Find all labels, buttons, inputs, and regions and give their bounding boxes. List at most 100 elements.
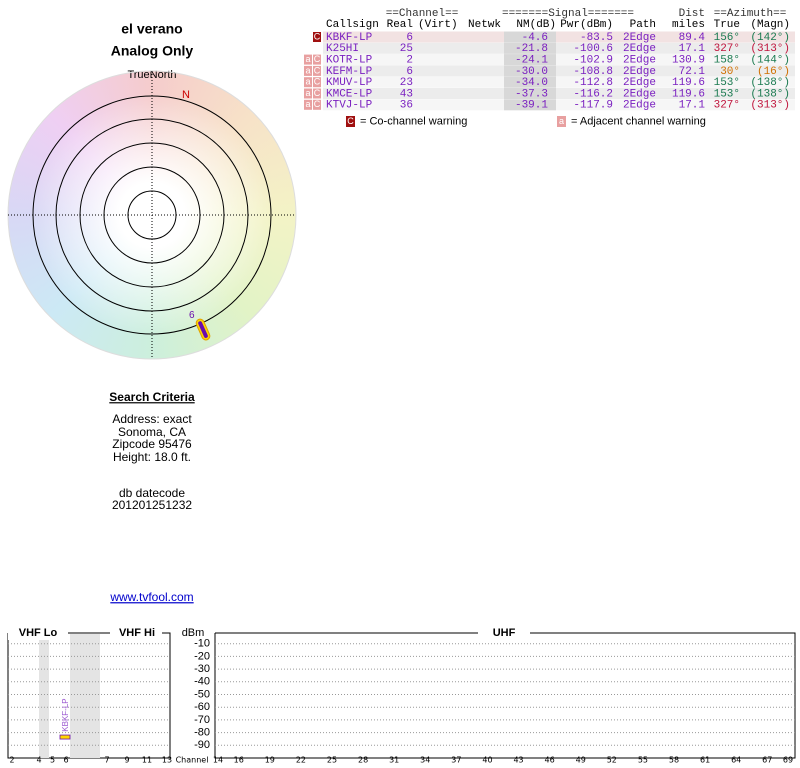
- channel-label: 34: [420, 756, 430, 765]
- cell-nm: -30.0: [515, 66, 548, 78]
- datecode-label: db datecode: [119, 486, 185, 500]
- label-bg: [8, 626, 68, 640]
- channel-label: 11: [142, 756, 152, 765]
- vhf-lo-label: VHF Lo: [19, 627, 58, 639]
- channel-label: 67: [762, 756, 772, 765]
- criteria-line: Height: 18.0 ft.: [113, 450, 191, 464]
- warning-icon: a: [305, 77, 310, 87]
- cell-dist: 119.6: [672, 77, 705, 89]
- cell-dist: 130.9: [672, 55, 705, 67]
- cell-nm: -21.8: [515, 43, 548, 55]
- channel-label: 49: [576, 756, 586, 765]
- warning-icon: a: [305, 88, 310, 98]
- warning-icon-bg: [304, 88, 312, 99]
- row-bg: [323, 76, 795, 88]
- warning-icon-bg: [304, 65, 312, 76]
- channel-label: 52: [607, 756, 617, 765]
- criteria-title: Search Criteria: [109, 390, 195, 404]
- row-bg: [323, 99, 795, 111]
- channel-label: 22: [296, 756, 306, 765]
- channel-label: 64: [731, 756, 741, 765]
- warning-icon-bg: [304, 77, 312, 88]
- channel-label: 25: [327, 756, 337, 765]
- warning-icon: C: [314, 99, 321, 109]
- y-tick-label: -60: [194, 701, 210, 713]
- adj-icon: a: [559, 116, 564, 126]
- cell-magn: (16°): [757, 66, 790, 78]
- column-header: Callsign: [326, 19, 379, 31]
- cell-magn: (138°): [750, 88, 790, 100]
- warning-icon-bg: [313, 88, 321, 99]
- cell-path: 2Edge: [623, 100, 656, 112]
- uhf-label: UHF: [493, 627, 516, 639]
- cell-pwr: -116.2: [573, 88, 613, 100]
- cell-magn: (313°): [750, 43, 790, 55]
- co-text: = Co-channel warning: [360, 115, 467, 127]
- cell-true: 158°: [714, 55, 740, 67]
- cell-true: 327°: [714, 100, 740, 112]
- channel-label: 55: [638, 756, 648, 765]
- cell-real: 36: [400, 100, 413, 112]
- column-header: (Magn): [750, 19, 790, 31]
- cell-callsign: KOTR-LP: [326, 55, 373, 67]
- station-marker-core: [198, 321, 208, 338]
- cell-path: 2Edge: [623, 32, 656, 44]
- channel-label: 31: [389, 756, 399, 765]
- co-icon: C: [347, 116, 354, 126]
- criteria-line: Zipcode 95476: [112, 437, 192, 451]
- y-tick-label: -30: [194, 663, 210, 675]
- adj-icon-bg: [557, 116, 566, 127]
- nm-bg: [504, 31, 556, 43]
- y-tick-label: -10: [194, 638, 210, 650]
- column-header: Pwr(dBm): [560, 19, 613, 31]
- cell-pwr: -117.9: [573, 100, 613, 112]
- cell-dist: 89.4: [679, 32, 706, 44]
- nm-bg: [504, 42, 556, 54]
- cell-magn: (142°): [750, 32, 790, 44]
- channel-label: 13: [162, 756, 172, 765]
- adj-text: = Adjacent channel warning: [571, 115, 706, 127]
- cell-callsign: KTVJ-LP: [326, 100, 373, 112]
- y-tick-label: -80: [194, 727, 210, 739]
- warning-icon-bg: [313, 65, 321, 76]
- warning-icon-bg: [313, 77, 321, 88]
- cell-path: 2Edge: [623, 88, 656, 100]
- channel-label: 5: [50, 756, 55, 765]
- y-tick-label: -70: [194, 714, 210, 726]
- cell-nm: -24.1: [515, 55, 548, 67]
- vhf-hi-label: VHF Hi: [119, 627, 155, 639]
- title: el verano: [121, 21, 182, 37]
- nm-bg: [504, 88, 556, 99]
- cell-magn: (144°): [750, 55, 790, 67]
- cell-real: 6: [406, 66, 413, 78]
- cell-path: 2Edge: [623, 66, 656, 78]
- channel-label: 43: [513, 756, 523, 765]
- cell-nm: -37.3: [515, 88, 548, 100]
- cell-path: 2Edge: [623, 43, 656, 55]
- warning-icon: a: [305, 54, 310, 64]
- nm-bg: [504, 76, 556, 88]
- cell-true: 156°: [714, 32, 740, 44]
- y-tick-label: -40: [194, 676, 210, 688]
- channel-label: 4: [36, 756, 41, 765]
- row-bg: [323, 42, 795, 54]
- group-header: ==Channel==: [386, 8, 459, 20]
- channel-label: 19: [265, 756, 275, 765]
- row-bg: [323, 54, 795, 66]
- channel-label: 40: [482, 756, 492, 765]
- channel-label: 16: [234, 756, 244, 765]
- warning-icon: a: [305, 99, 310, 109]
- nm-bg: [504, 65, 556, 77]
- cell-true: 30°: [720, 66, 740, 78]
- row-bg: [323, 88, 795, 99]
- column-header: True: [714, 19, 740, 31]
- cell-callsign: KEFM-LP: [326, 66, 373, 78]
- site-link[interactable]: www.tvfool.com: [109, 590, 193, 604]
- y-axis-label: dBm: [182, 627, 205, 639]
- station-channel: 6: [189, 310, 195, 321]
- column-header: Path: [630, 19, 656, 31]
- station-label: KBKF-LP: [61, 698, 70, 731]
- column-header: NM(dB): [516, 19, 556, 31]
